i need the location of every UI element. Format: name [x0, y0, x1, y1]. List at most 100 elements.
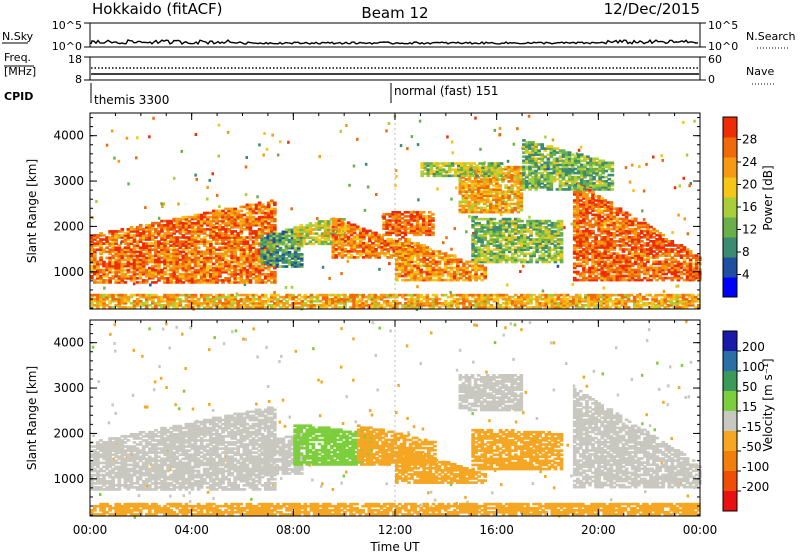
scatter-cell — [464, 210, 469, 214]
scatter-cell — [382, 227, 386, 230]
scatter-cell — [401, 260, 405, 264]
scatter-cell — [148, 234, 152, 237]
scatter-cell — [138, 260, 143, 264]
scatter-cell — [407, 258, 411, 262]
scatter-cell — [187, 238, 192, 241]
scatter-cell — [206, 185, 209, 189]
scatter-cell — [166, 264, 170, 268]
scatter-cell — [99, 242, 103, 245]
scatter-cell — [205, 256, 210, 260]
scatter-cell — [151, 256, 155, 260]
scatter-cell — [579, 145, 583, 149]
scatter-cell — [135, 268, 140, 272]
scatter-cell — [437, 274, 442, 278]
scatter-cell — [467, 186, 472, 189]
scatter-cell — [293, 261, 298, 264]
scatter-cell — [260, 248, 264, 252]
scatter-cell — [245, 219, 250, 223]
scatter-cell — [257, 223, 262, 227]
scatter-cell — [482, 180, 487, 183]
scatter-cell — [135, 258, 140, 262]
scatter-cell — [224, 264, 228, 268]
scatter-cell — [502, 222, 506, 226]
scatter-cell — [178, 217, 183, 221]
scatter-cell — [513, 206, 518, 210]
scatter-cell — [254, 219, 259, 223]
scatter-cell — [239, 209, 244, 213]
scatter-cell — [458, 204, 463, 208]
scatter-cell — [251, 250, 256, 254]
scatter-cell — [166, 248, 170, 252]
scatter-cell — [184, 264, 189, 268]
scatter-cell — [577, 148, 581, 152]
scatter-cell — [394, 223, 399, 226]
scatter-cell — [476, 184, 481, 187]
scatter-cell — [476, 202, 481, 206]
scatter-cell — [329, 242, 334, 246]
scatter-cell — [499, 213, 503, 217]
scatter-cell — [102, 234, 106, 237]
scatter-cell — [227, 248, 231, 252]
scatter-cell — [209, 260, 213, 264]
scatter-cell — [406, 227, 411, 230]
scatter-cell — [172, 264, 177, 268]
scatter-cell — [395, 262, 399, 266]
scatter-cell — [212, 281, 216, 284]
scatter-cell — [374, 243, 378, 247]
scatter-cell — [486, 196, 490, 200]
scatter-cell — [428, 233, 432, 237]
scatter-cell — [403, 225, 408, 228]
scatter-cell — [407, 248, 411, 251]
scatter-cell — [479, 178, 484, 181]
scatter-cell — [355, 256, 360, 259]
scatter-cell — [450, 247, 453, 251]
scatter-cell — [199, 219, 204, 223]
scatter-cell — [193, 213, 198, 217]
scatter-cell — [129, 275, 134, 278]
scatter-cell — [248, 246, 253, 250]
scatter-cell — [215, 254, 219, 258]
scatter-cell — [215, 266, 219, 270]
scatter-cell — [154, 232, 158, 235]
scatter-cell — [394, 211, 399, 214]
scatter-cell — [495, 176, 499, 179]
scatter-cell — [501, 192, 505, 196]
scatter-cell — [254, 279, 259, 282]
scatter-cell — [254, 203, 259, 207]
scatter-cell — [486, 180, 490, 183]
scatter-cell — [138, 236, 143, 239]
scatter-cell — [178, 221, 183, 225]
scatter-cell — [510, 202, 515, 206]
scatter-cell — [415, 213, 420, 216]
scatter-cell — [178, 272, 183, 276]
scatter-cell — [248, 236, 253, 239]
scatter-cell — [199, 266, 204, 270]
scatter-cell — [361, 298, 364, 302]
scatter-cell — [114, 248, 119, 252]
scatter-cell — [266, 266, 271, 270]
scatter-cell — [296, 255, 301, 258]
scatter-cell — [273, 242, 277, 245]
scatter-cell — [157, 240, 161, 243]
scatter-cell — [190, 221, 195, 225]
scatter-cell — [498, 126, 502, 130]
scatter-cell — [263, 244, 267, 248]
scatter-cell — [443, 258, 448, 262]
scatter-cell — [184, 270, 189, 274]
scatter-cell — [263, 213, 268, 217]
scatter-cell — [108, 244, 112, 247]
scatter-cell — [422, 258, 427, 262]
scatter-cell — [138, 238, 143, 241]
scatter-cell — [269, 257, 274, 260]
scatter-cell — [224, 250, 228, 254]
scatter-cell — [233, 246, 238, 250]
scatter-cell — [90, 250, 94, 254]
scatter-cell — [90, 275, 94, 278]
scatter-cell — [278, 259, 283, 262]
scatter-cell — [184, 230, 189, 233]
scatter-cell — [458, 178, 463, 181]
scatter-cell — [169, 254, 173, 258]
scatter-cell — [151, 232, 155, 235]
scatter-cell — [245, 264, 250, 268]
scatter-cell — [157, 234, 161, 237]
